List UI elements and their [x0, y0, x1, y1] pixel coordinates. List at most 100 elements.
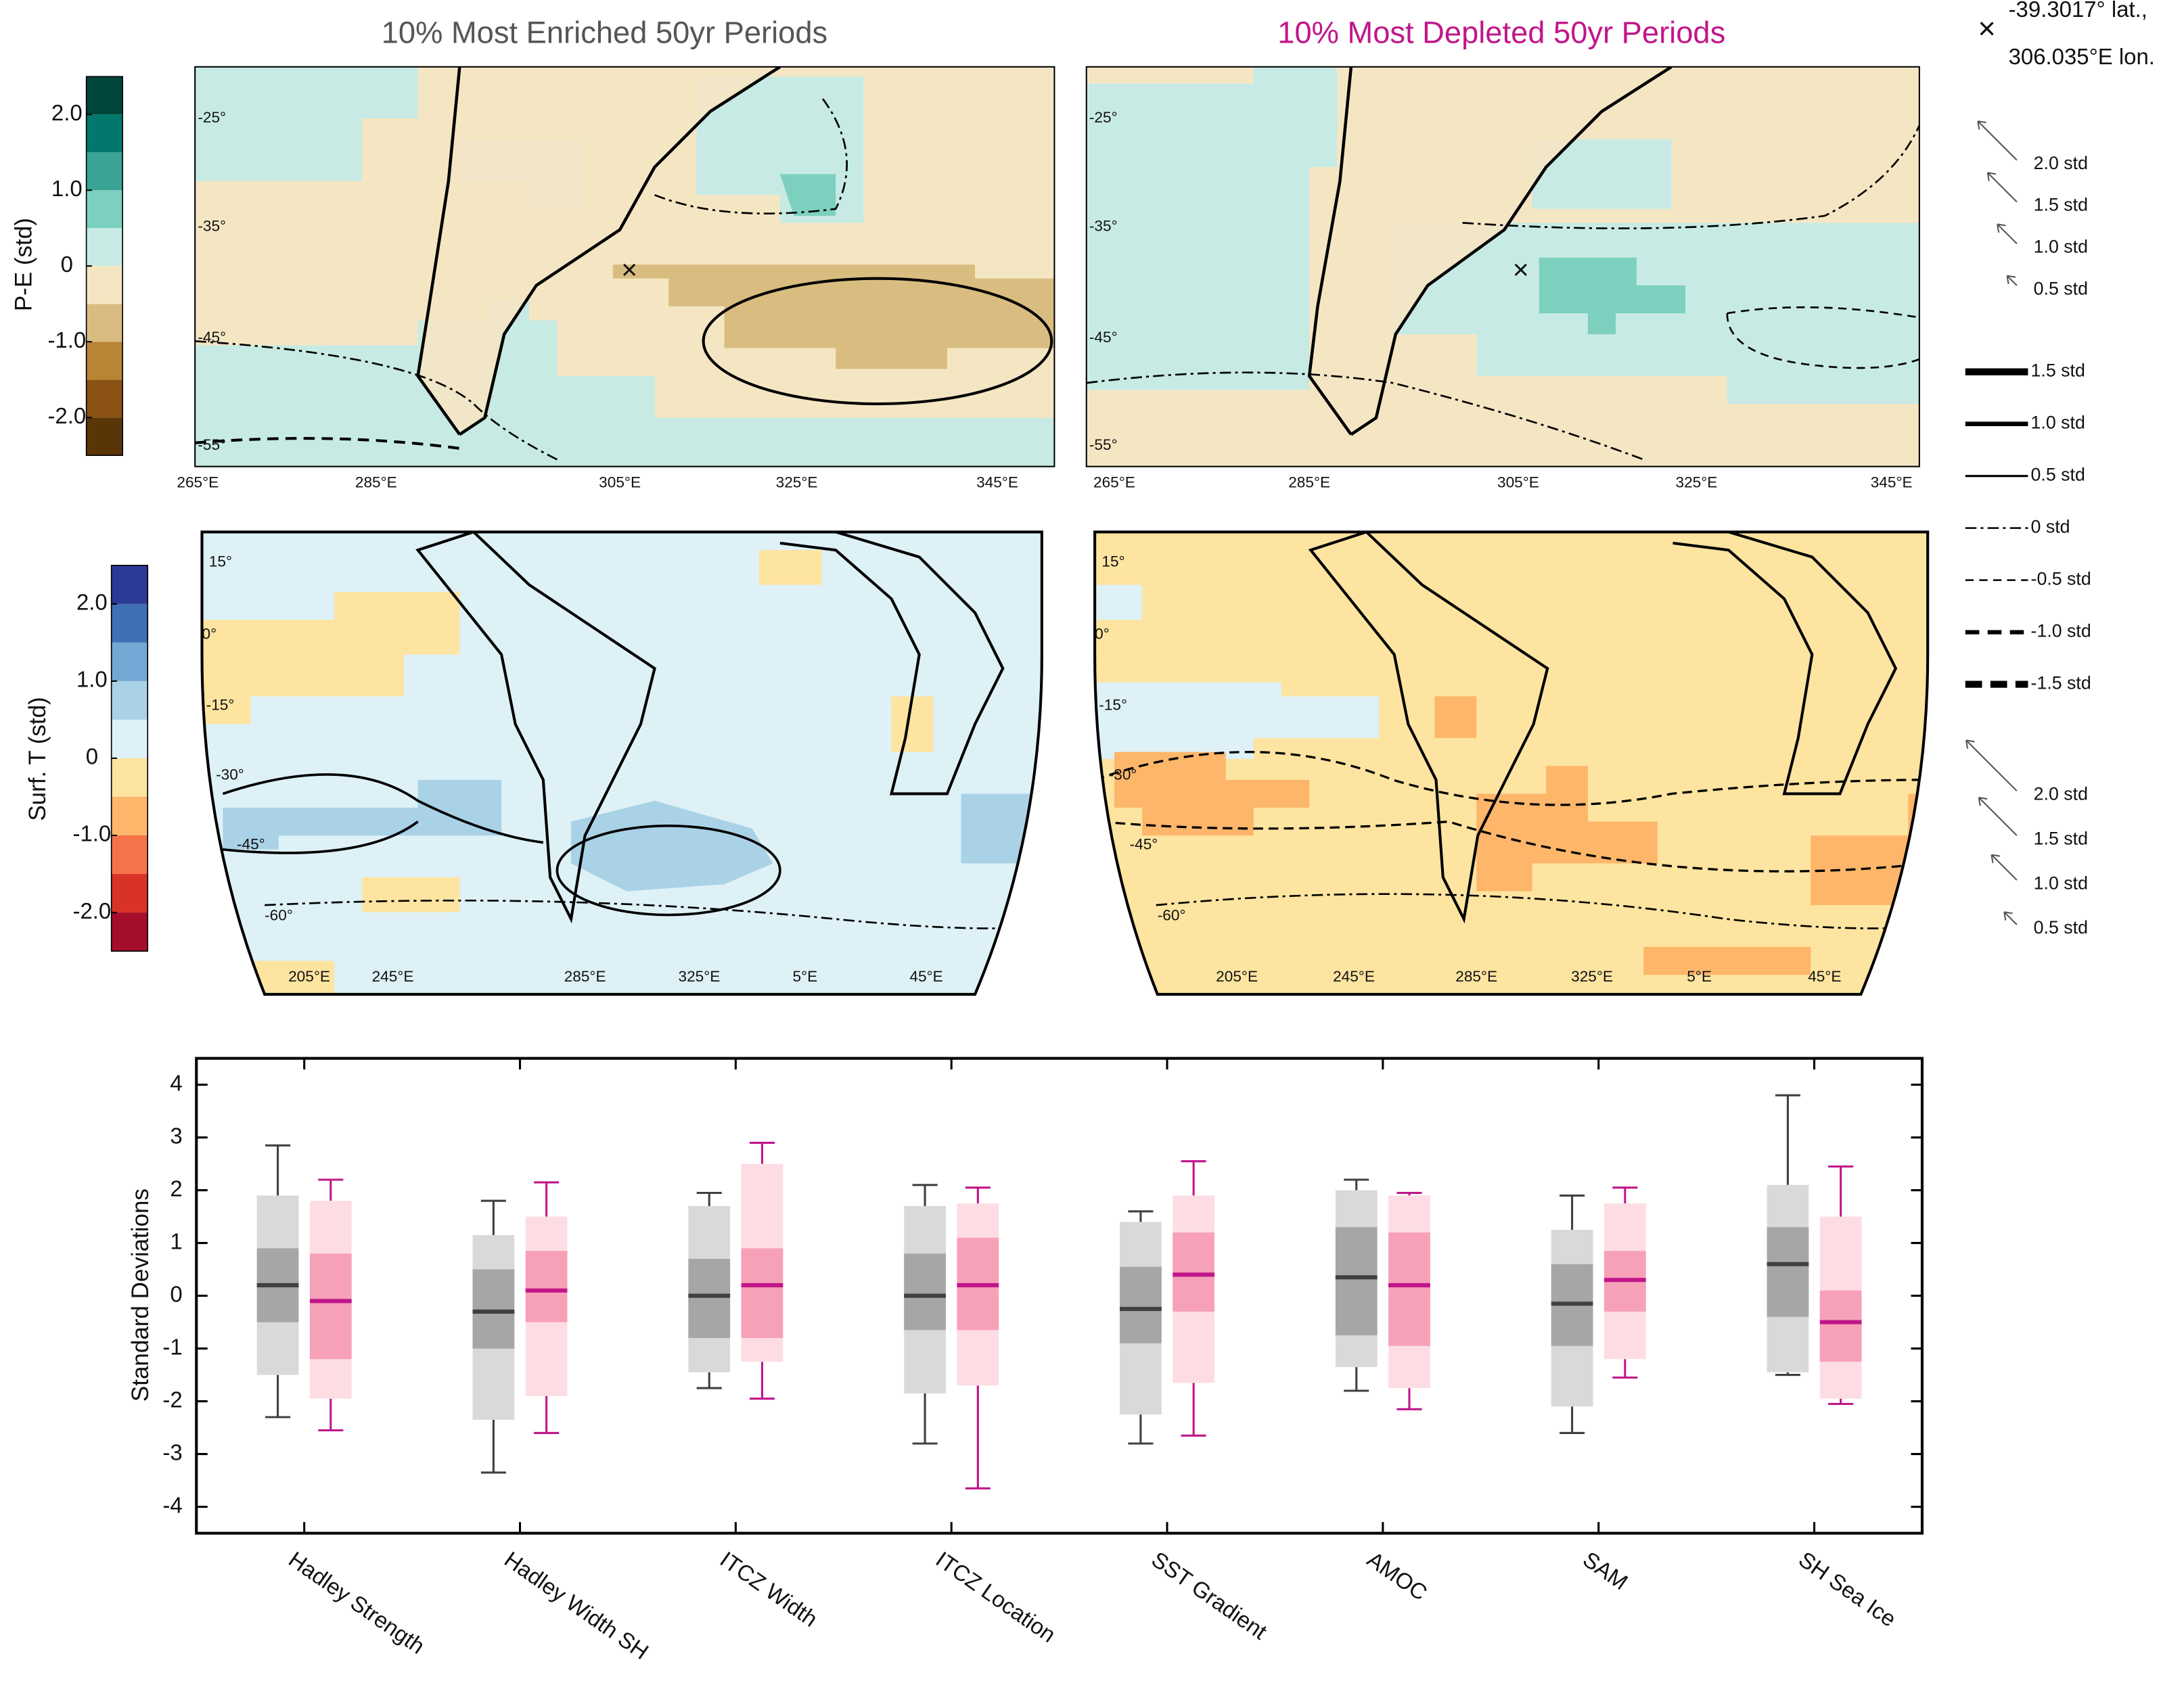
y-tick-label: -1	[162, 1334, 182, 1359]
colorbar-swatch	[111, 913, 148, 952]
legend-arrow-label: 0.5 std	[2034, 278, 2088, 298]
legend-arrowhead	[1977, 120, 1986, 130]
marker-symbol: ×	[1978, 11, 1995, 45]
colorbar-swatch	[86, 190, 123, 229]
map-x-tick-label: 345°E	[976, 474, 1018, 490]
legend-arrowhead	[2006, 275, 2016, 285]
legend-contour-label: -1.0 std	[2031, 621, 2091, 641]
title-enriched: 10% Most Enriched 50yr Periods	[382, 15, 827, 49]
legend-contour-label: 1.5 std	[2031, 361, 2085, 381]
map-frame	[200, 530, 1043, 996]
legend-contour-label: -1.5 std	[2031, 673, 2091, 693]
y-tick-label: 0	[170, 1281, 182, 1306]
map-x-tick-label: 5°E	[1687, 968, 1712, 985]
map-y-tick-label: -45°	[1089, 329, 1118, 346]
map-t-enriched	[202, 532, 1042, 994]
map-y-tick-label: -15°	[1099, 697, 1127, 714]
map-y-tick-label: -30°	[216, 766, 244, 783]
map-y-tick-label: -45°	[198, 329, 226, 346]
inner-box	[1173, 1232, 1215, 1312]
legend-arrowhead	[1997, 223, 2006, 233]
legend-arrow	[1997, 223, 2018, 244]
y-tick-label: 4	[170, 1070, 182, 1095]
inner-box	[1335, 1227, 1378, 1336]
map-y-tick-label: -25°	[198, 109, 226, 126]
map-y-tick-label: 0°	[202, 626, 217, 643]
colorbar-swatch	[111, 680, 148, 720]
colorbar-swatch	[86, 379, 123, 418]
y-tick-label: 3	[170, 1123, 182, 1148]
x-tick-label: Hadley Strength	[284, 1546, 430, 1659]
map-x-tick-label: 325°E	[776, 474, 818, 490]
colorbar-swatch	[86, 342, 123, 380]
inner-box	[309, 1253, 352, 1360]
x-tick-label: AMOC	[1363, 1546, 1432, 1605]
legend-contour-label: 0 std	[2031, 517, 2070, 537]
y-tick-label: -2	[162, 1387, 182, 1412]
map-y-tick-label: -45°	[237, 836, 265, 853]
colorbar-tick-label: 1.0	[51, 176, 83, 201]
legend-arrow-label: 0.5 std	[2034, 917, 2088, 938]
marker-lat: -39.3017° lat.,	[2009, 0, 2147, 22]
map-y-tick-label: 15°	[209, 553, 232, 570]
legend-arrow-label: 1.0 std	[2034, 873, 2088, 893]
map-y-tick-label: -35°	[1089, 218, 1118, 235]
y-tick-label: -3	[162, 1439, 182, 1464]
map-y-tick-label: -15°	[206, 697, 235, 714]
colorbar-tick-label: -2.0	[47, 403, 86, 428]
x-tick-label: SH Sea Ice	[1794, 1546, 1901, 1632]
legend-contour-label: 0.5 std	[2031, 465, 2085, 485]
plot-frame	[195, 1057, 1924, 1535]
legend-contour-label: -0.5 std	[2031, 569, 2091, 589]
map-x-tick-label: 45°E	[909, 968, 942, 985]
colorbar-tick-label: 0	[61, 252, 73, 277]
legend-arrow-label: 2.0 std	[2034, 784, 2088, 804]
legend-arrow	[2006, 275, 2018, 286]
legend-arrow	[1978, 797, 2018, 836]
colorbar-tick-label: 0	[86, 744, 98, 769]
legend-arrow	[1977, 120, 2018, 161]
legend-contour-label: 1.0 std	[2031, 413, 2085, 433]
legend-arrowhead	[2003, 911, 2013, 921]
location-marker: ×	[621, 254, 637, 285]
map-y-tick-label: -30°	[1109, 766, 1137, 783]
map-y-tick-label: -55°	[1089, 436, 1118, 453]
marker-lon: 306.035°E lon.	[2009, 44, 2155, 69]
map-y-tick-label: -55°	[198, 436, 226, 453]
location-marker: ×	[1513, 254, 1529, 285]
colorbar-tick-label: 2.0	[51, 100, 83, 125]
colorbar-swatch	[111, 719, 148, 758]
legend-arrow	[2003, 911, 2018, 925]
legend-arrow	[1986, 172, 2018, 203]
y-tick-label: 2	[170, 1176, 182, 1201]
map-x-tick-label: 265°E	[1093, 474, 1135, 490]
x-tick-label: SST Gradient	[1147, 1546, 1271, 1644]
colorbar-tick-label: -1.0	[47, 327, 86, 352]
colorbar-swatch	[86, 417, 123, 456]
map-x-tick-label: 245°E	[372, 968, 414, 985]
legend-arrow-label: 2.0 std	[2034, 153, 2088, 173]
map-y-tick-label: 15°	[1101, 553, 1124, 570]
legend-arrow-label: 1.5 std	[2034, 195, 2088, 215]
map-y-tick-label: -45°	[1130, 836, 1158, 853]
map-frame	[1085, 66, 1920, 467]
x-tick-label: ITCZ Location	[932, 1546, 1061, 1647]
map-y-tick-label: -60°	[265, 907, 293, 924]
title-depleted: 10% Most Depleted 50yr Periods	[1277, 15, 1725, 49]
legend-arrow	[1965, 739, 2018, 792]
legend-arrowhead	[1978, 796, 1988, 806]
colorbar-swatch	[111, 758, 148, 797]
map-x-tick-label: 285°E	[1288, 474, 1330, 490]
pe-colorbar-label: P-E (std)	[10, 218, 37, 311]
colorbar-swatch	[111, 642, 148, 681]
colorbar-tick-label: 1.0	[76, 667, 108, 692]
map-x-tick-label: 205°E	[1216, 968, 1258, 985]
map-x-tick-label: 45°E	[1808, 968, 1841, 985]
colorbar-swatch	[111, 603, 148, 643]
inner-box	[741, 1248, 783, 1338]
map-frame	[194, 66, 1055, 467]
colorbar-swatch	[86, 228, 123, 267]
map-x-tick-label: 285°E	[355, 474, 397, 490]
y-tick-label: -4	[162, 1492, 182, 1517]
